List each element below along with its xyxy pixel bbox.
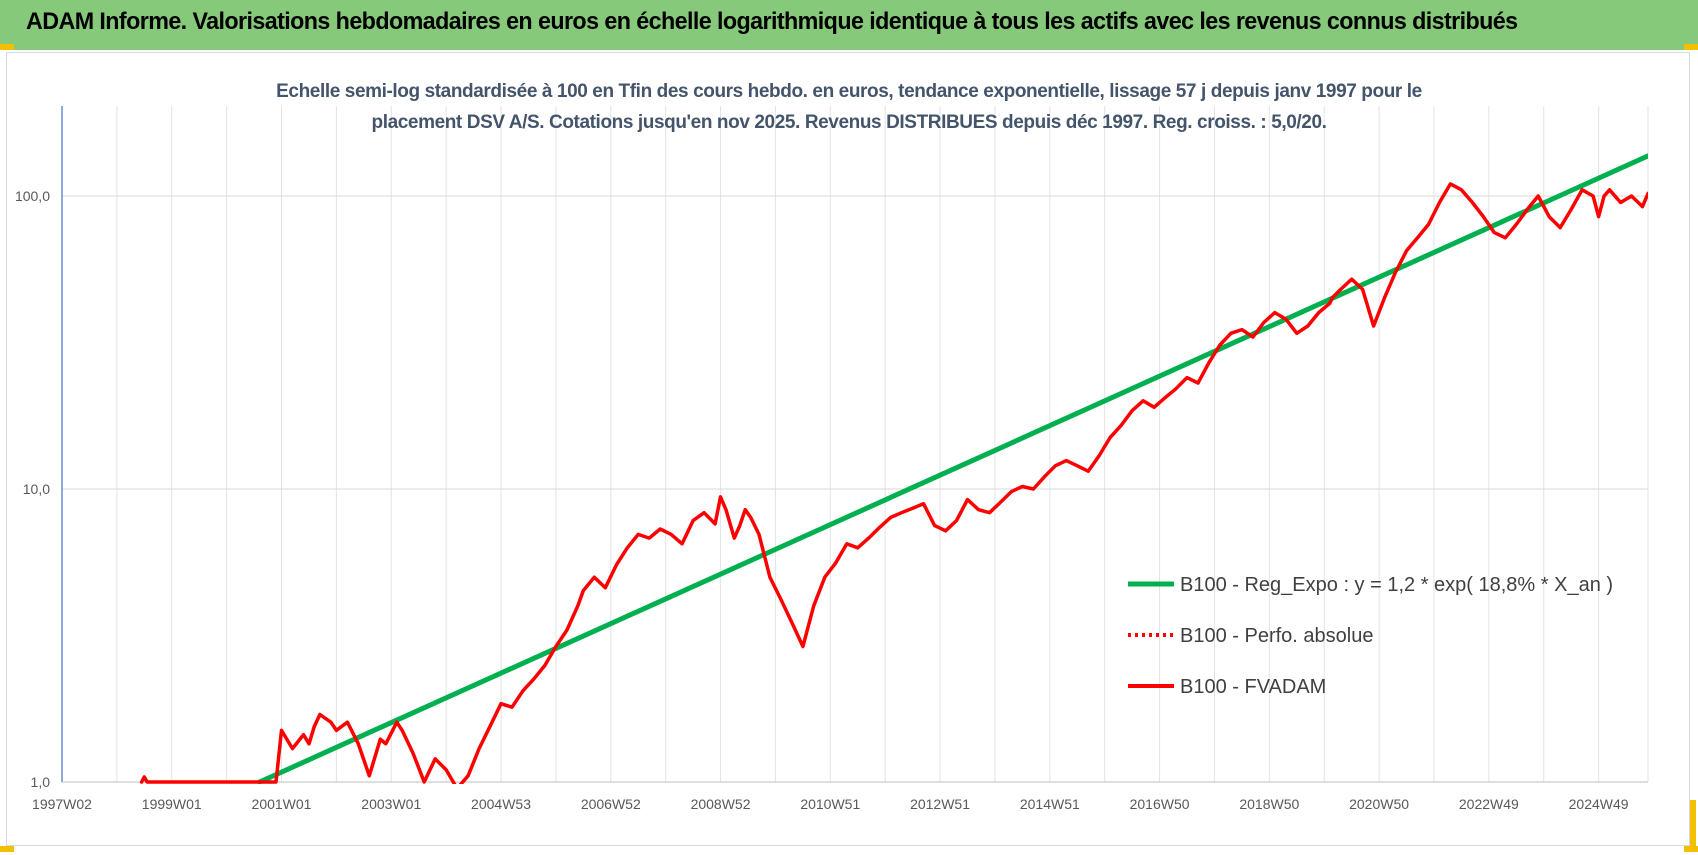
axes bbox=[61, 106, 1648, 783]
frame-corner-top-right bbox=[1684, 44, 1698, 50]
x-tick-labels: 1997W02 1999W01 2001W01 2003W01 2004W53 2006W… bbox=[32, 796, 1629, 812]
x-tick-label: 2018W50 bbox=[1239, 796, 1299, 812]
y-tick-label: 1,0 bbox=[31, 774, 51, 790]
x-tick-label: 2006W52 bbox=[581, 796, 641, 812]
y-tick-label: 10,0 bbox=[23, 481, 50, 497]
frame-corner-top-left bbox=[0, 44, 14, 50]
chart-title-line-2: placement DSV A/S. Cotations jusqu'en no… bbox=[371, 112, 1327, 133]
legend-label: B100 - Perfo. absolue bbox=[1180, 625, 1373, 647]
x-tick-label: 2008W52 bbox=[691, 796, 751, 812]
header-band bbox=[0, 0, 1698, 50]
chart-title-line-1: Echelle semi-log standardisée à 100 en T… bbox=[276, 81, 1422, 102]
frame-corner-bottom-right bbox=[1690, 800, 1696, 846]
x-tick-label: 2012W51 bbox=[910, 796, 970, 812]
frame-corner-bottom-left bbox=[0, 846, 14, 852]
chart-title: Echelle semi-log standardisée à 100 en T… bbox=[0, 76, 1698, 138]
series-layer bbox=[139, 153, 1648, 784]
regression-line bbox=[257, 153, 1648, 784]
x-tick-label: 2024W49 bbox=[1569, 796, 1629, 812]
x-tick-label: 1997W02 bbox=[32, 796, 92, 812]
y-tick-label: 100,0 bbox=[15, 188, 50, 204]
grid bbox=[61, 106, 1649, 783]
x-tick-label: 2016W50 bbox=[1130, 796, 1190, 812]
x-tick-label: 1999W01 bbox=[142, 796, 202, 812]
x-tick-label: 2020W50 bbox=[1349, 796, 1409, 812]
legend-label: B100 - FVADAM bbox=[1180, 676, 1326, 698]
x-tick-label: 2001W01 bbox=[252, 796, 312, 812]
fvadam-line bbox=[139, 182, 1648, 784]
page-title: ADAM Informe. Valorisations hebdomadaire… bbox=[26, 8, 1518, 35]
x-tick-label: 2022W49 bbox=[1459, 796, 1519, 812]
x-tick-label: 2014W51 bbox=[1020, 796, 1080, 812]
x-tick-label: 2003W01 bbox=[361, 796, 421, 812]
legend: B100 - Reg_Expo : y = 1,2 * exp( 18,8% *… bbox=[1128, 574, 1613, 698]
y-tick-labels: 1,0 10,0 100,0 bbox=[15, 188, 50, 790]
x-tick-label: 2004W53 bbox=[471, 796, 531, 812]
frame-corner-bottom-right-h bbox=[1684, 846, 1698, 852]
chart-frame bbox=[6, 52, 1690, 846]
x-tick-label: 2010W51 bbox=[800, 796, 860, 812]
legend-label: B100 - Reg_Expo : y = 1,2 * exp( 18,8% *… bbox=[1180, 574, 1613, 596]
